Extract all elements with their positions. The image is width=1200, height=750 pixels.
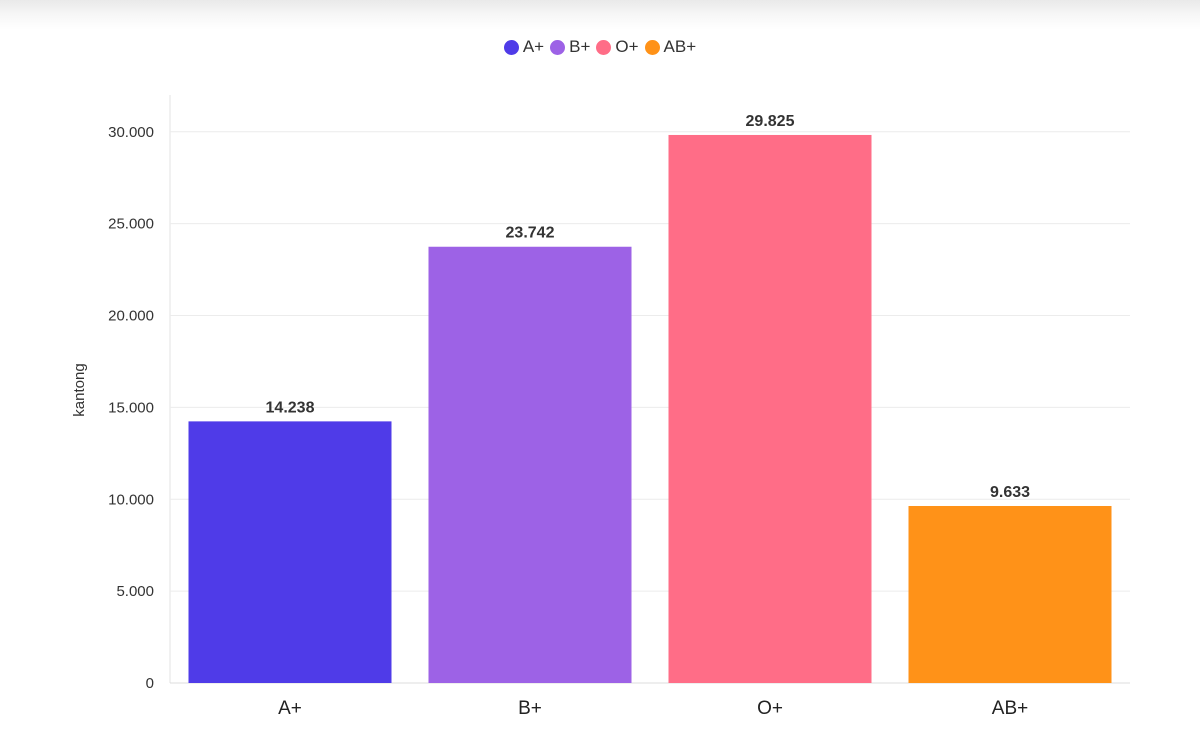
legend-label: AB+ [663, 37, 697, 56]
legend-dot-icon [550, 39, 566, 55]
legend-item-b-plus[interactable]: B+ [550, 37, 590, 57]
x-tick-label-a-plus: A+ [278, 698, 302, 719]
legend-dot-icon [503, 39, 519, 55]
value-label-b-plus: 23.742 [506, 225, 555, 242]
y-axis-ticks: 0 5.000 10.000 15.000 20.000 25.000 30.000 [108, 124, 154, 692]
y-tick-label: 10.000 [108, 491, 154, 508]
bar-o-plus[interactable] [668, 134, 872, 683]
legend-item-ab-plus[interactable]: AB+ [644, 37, 697, 57]
value-label-a-plus: 14.238 [266, 399, 315, 416]
bars [188, 134, 1112, 683]
legend-item-a-plus[interactable]: A+ [503, 37, 545, 57]
value-labels: 14.238 23.742 29.825 9.633 [266, 113, 1031, 501]
y-tick-label: 20.000 [108, 308, 154, 325]
chart-legend: A+ B+ O+ AB+ [0, 37, 1200, 57]
y-axis-title: kantong [71, 363, 88, 416]
y-tick-label: 5.000 [116, 583, 154, 600]
value-label-ab-plus: 9.633 [990, 484, 1030, 501]
top-shadow [0, 0, 1200, 30]
legend-label: A+ [522, 37, 545, 56]
x-axis-labels: A+ B+ O+ AB+ [278, 698, 1028, 719]
x-tick-label-b-plus: B+ [518, 698, 542, 719]
y-tick-label: 15.000 [108, 399, 154, 416]
y-tick-label: 30.000 [108, 124, 154, 141]
legend-dot-icon [644, 39, 660, 55]
legend-label: O+ [615, 37, 639, 56]
bar-a-plus[interactable] [188, 421, 392, 683]
y-tick-label: 25.000 [108, 216, 154, 233]
y-tick-label: 0 [146, 675, 154, 692]
bar-ab-plus[interactable] [908, 505, 1112, 683]
legend-item-o-plus[interactable]: O+ [596, 37, 639, 57]
bar-b-plus[interactable] [428, 246, 632, 683]
x-tick-label-ab-plus: AB+ [992, 698, 1028, 719]
legend-label: B+ [569, 37, 591, 56]
value-label-o-plus: 29.825 [746, 113, 795, 130]
x-tick-label-o-plus: O+ [757, 698, 783, 719]
legend-dot-icon [596, 39, 612, 55]
